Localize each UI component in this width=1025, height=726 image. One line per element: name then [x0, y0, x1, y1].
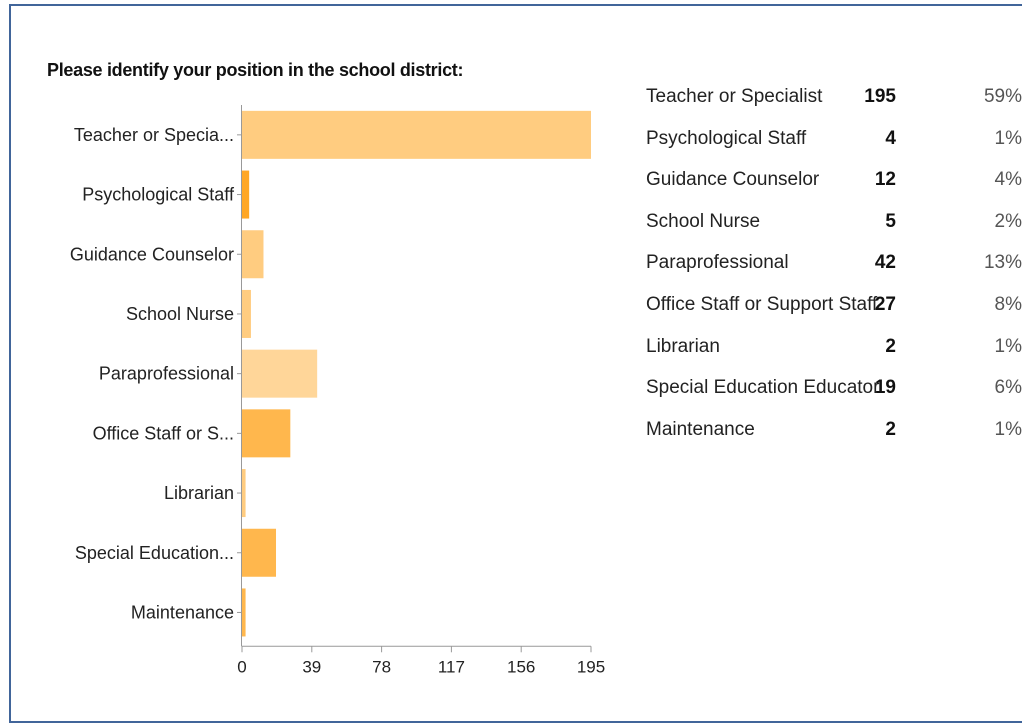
- bar[interactable]: [242, 469, 246, 518]
- category-labels: Teacher or Specia... Psychological Staff G…: [70, 125, 235, 623]
- row-label: Guidance Counselor: [646, 169, 820, 191]
- row-label: School Nurse: [646, 210, 761, 232]
- row-percent: 13%: [983, 252, 1022, 274]
- bar[interactable]: [242, 588, 246, 637]
- bar[interactable]: [242, 110, 591, 159]
- row-percent: 2%: [994, 210, 1022, 232]
- row-count: 42: [874, 252, 896, 274]
- row-percent: 4%: [994, 169, 1022, 191]
- row-count: 19: [874, 377, 896, 399]
- row-label: Librarian: [646, 335, 720, 357]
- row-percent: 8%: [994, 293, 1022, 315]
- table-row: Maintenance 2 1%: [646, 419, 1025, 461]
- row-count: 5: [885, 210, 896, 232]
- table-row: Office Staff or Support Staff 27 8%: [646, 294, 1025, 336]
- table-row: Special Education Educator 19 6%: [646, 377, 1025, 419]
- table-row: Teacher or Specialist 195 59%: [646, 86, 1025, 128]
- table-row: Psychological Staff 4 1%: [646, 128, 1025, 170]
- row-count: 2: [885, 418, 896, 440]
- row-percent: 59%: [983, 86, 1022, 107]
- row-percent: 1%: [994, 335, 1022, 357]
- category-label: School Nurse: [126, 304, 234, 324]
- x-tick-label: 39: [302, 657, 321, 676]
- row-count: 4: [885, 127, 896, 149]
- chart-title: Please identify your position in the sch…: [47, 60, 464, 80]
- bar[interactable]: [242, 349, 318, 398]
- category-label: Librarian: [164, 483, 234, 503]
- category-label: Paraprofessional: [99, 364, 234, 384]
- table-row: Guidance Counselor 12 4%: [646, 169, 1025, 211]
- row-count: 27: [874, 293, 896, 315]
- x-tick-label: 117: [438, 657, 465, 676]
- category-label: Special Education...: [75, 543, 234, 563]
- row-percent: 6%: [994, 377, 1022, 399]
- bar[interactable]: [242, 230, 264, 279]
- row-label: Psychological Staff: [646, 127, 807, 149]
- table-row: School Nurse 5 2%: [646, 211, 1025, 253]
- row-percent: 1%: [994, 418, 1022, 440]
- row-label: Paraprofessional: [646, 252, 789, 274]
- category-label: Maintenance: [131, 602, 234, 622]
- x-tick-label: 0: [237, 657, 246, 676]
- x-tick-label: 156: [507, 657, 535, 676]
- bar[interactable]: [242, 289, 251, 338]
- table-row: Librarian 2 1%: [646, 336, 1025, 378]
- bar[interactable]: [242, 528, 277, 577]
- bar[interactable]: [242, 409, 291, 458]
- category-label: Teacher or Specia...: [74, 125, 234, 145]
- category-label: Office Staff or S...: [93, 423, 234, 443]
- category-label: Psychological Staff: [82, 185, 235, 205]
- row-label: Maintenance: [646, 418, 755, 440]
- x-tick-label: 195: [577, 657, 605, 676]
- row-label: Teacher or Specialist: [646, 86, 823, 107]
- row-percent: 1%: [994, 127, 1022, 149]
- summary-table: Teacher or Specialist 195 59% Psychological…: [646, 86, 1025, 460]
- row-count: 195: [864, 86, 896, 107]
- category-label: Guidance Counselor: [70, 244, 234, 264]
- row-label: Special Education Educator: [646, 377, 880, 399]
- bars-group: [242, 110, 591, 637]
- row-count: 2: [885, 335, 896, 357]
- row-label: Office Staff or Support Staff: [646, 293, 878, 315]
- x-tick-label: 78: [372, 657, 391, 676]
- table-row: Paraprofessional 42 13%: [646, 252, 1025, 294]
- bar[interactable]: [242, 170, 250, 219]
- x-axis: 0 39 78 117 156 195: [237, 105, 605, 676]
- row-count: 12: [874, 169, 896, 191]
